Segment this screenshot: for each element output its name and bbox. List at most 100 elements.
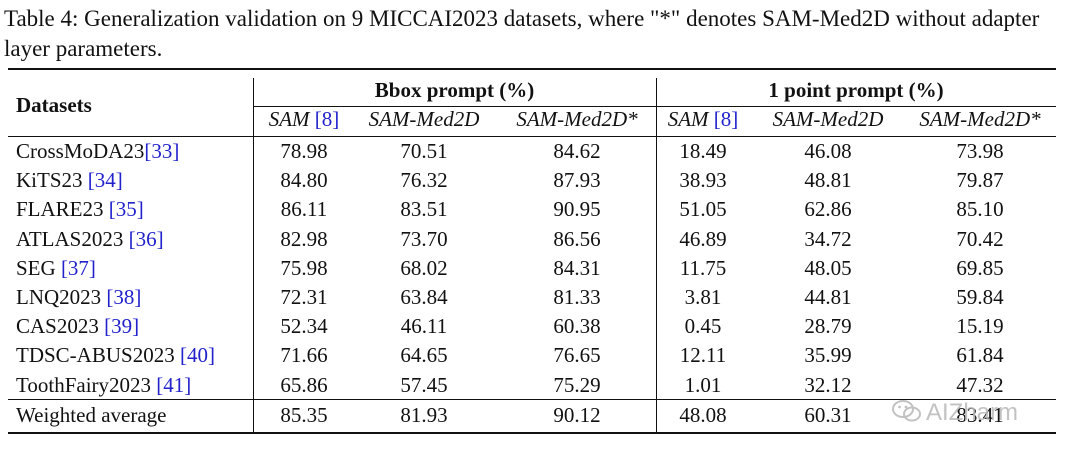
citation-link[interactable]: [33] — [144, 139, 180, 163]
average-cell: 81.93 — [400, 403, 448, 427]
dataset-label: CAS2023 — [16, 314, 105, 339]
table-cell: 90.95 — [553, 197, 601, 222]
dataset-label: LNQ2023 — [16, 285, 107, 309]
table-cell: 28.79 — [804, 314, 852, 339]
citation-link[interactable]: [8] — [314, 107, 340, 131]
table-cell: 63.84 — [400, 285, 448, 309]
table-cell: 85.10 — [956, 197, 1004, 222]
dataset-name: FLARE23 [35] — [16, 195, 144, 223]
bbox-prompt-header: Bbox prompt (%) — [374, 78, 535, 102]
table-cell: 60.38 — [553, 314, 601, 339]
table-cell: 38.93 — [679, 168, 727, 193]
table-cell: 32.12 — [804, 372, 852, 397]
table-cell: 52.34 — [280, 314, 328, 339]
dataset-name: ATLAS2023 [36] — [16, 225, 164, 253]
dataset-label: ToothFairy2023 — [16, 372, 157, 397]
table-cell: 18.49 — [679, 139, 727, 163]
average-cell: 85.35 — [280, 403, 328, 427]
dataset-name: TDSC-ABUS2023 [40] — [16, 341, 215, 369]
table-cell: 72.31 — [280, 285, 328, 309]
table-cell: 44.81 — [804, 285, 852, 309]
table-cell: 86.11 — [280, 197, 328, 222]
table-cell: 70.51 — [400, 139, 448, 163]
dataset-name: CrossMoDA23[33] — [16, 137, 179, 165]
table-cell: 65.86 — [280, 372, 328, 397]
dataset-label: CrossMoDA23 — [16, 139, 145, 163]
bottom-rule — [8, 432, 1056, 434]
table-cell: 51.05 — [679, 197, 727, 222]
table-cell: 84.80 — [280, 168, 328, 193]
table-cell: 69.85 — [956, 255, 1004, 280]
dataset-name: LNQ2023 [38] — [16, 283, 141, 311]
table-cell: 79.87 — [956, 168, 1004, 193]
column-separator-groups — [656, 78, 657, 432]
point-prompt-header: 1 point prompt (%) — [768, 78, 944, 102]
citation-link[interactable]: [39] — [104, 314, 140, 339]
table-cell: 86.56 — [553, 226, 601, 251]
citation-link[interactable]: [38] — [106, 285, 142, 309]
table-cell: 59.84 — [956, 285, 1004, 309]
wechat-icon — [892, 399, 922, 423]
dataset-label: KiTS23 — [16, 168, 88, 193]
table-cell: 46.89 — [679, 226, 727, 251]
table-cell: 61.84 — [956, 343, 1004, 368]
citation-link[interactable]: [8] — [713, 107, 739, 131]
table-cell: 15.19 — [956, 314, 1004, 339]
table-cell: 81.33 — [553, 285, 601, 309]
table-cell: 83.51 — [400, 197, 448, 222]
table-caption: Table 4: Generalization validation on 9 … — [4, 6, 1040, 61]
column-header-5: SAM-Med2D — [758, 105, 898, 133]
column-header-name: SAM-Med2D — [368, 107, 480, 131]
table-cell: 87.93 — [553, 168, 601, 193]
weighted-average-label: Weighted average — [16, 403, 167, 427]
table-cell: 76.32 — [400, 168, 448, 193]
citation-link[interactable]: [36] — [128, 226, 164, 251]
column-header-2: SAM-Med2D — [354, 105, 494, 133]
dataset-label: SEG — [16, 255, 61, 280]
dataset-name: SEG [37] — [16, 254, 96, 282]
dataset-label: ATLAS2023 — [16, 226, 129, 251]
table-cell: 3.81 — [684, 285, 722, 309]
table-cell: 46.08 — [804, 139, 852, 163]
table-cell: 70.42 — [956, 226, 1004, 251]
average-cell: 48.08 — [679, 403, 727, 427]
table-cell: 84.62 — [553, 139, 601, 163]
column-header-name: SAM — [268, 107, 315, 131]
group-header-rule — [253, 106, 1056, 107]
dataset-name: KiTS23 [34] — [16, 166, 123, 194]
table-cell: 34.72 — [804, 226, 852, 251]
column-header-name: SAM-Med2D* — [516, 107, 638, 131]
watermark: AIZharm — [892, 396, 1052, 430]
average-cell: 60.31 — [804, 403, 852, 427]
citation-link[interactable]: [37] — [60, 255, 96, 280]
column-header-1: SAM [8] — [234, 105, 374, 133]
citation-link[interactable]: [35] — [108, 197, 144, 222]
column-header-6: SAM-Med2D* — [910, 105, 1050, 133]
average-cell: 90.12 — [553, 403, 601, 427]
column-header-name: SAM — [667, 107, 714, 131]
table-cell: 57.45 — [400, 372, 448, 397]
column-header-name: SAM-Med2D — [772, 107, 884, 131]
column-header-3: SAM-Med2D* — [507, 105, 647, 133]
citation-link[interactable]: [34] — [87, 168, 123, 193]
table-cell: 46.11 — [400, 314, 448, 339]
citation-link[interactable]: [41] — [156, 372, 192, 397]
table-cell: 47.32 — [956, 372, 1004, 397]
table-cell: 84.31 — [553, 255, 601, 280]
citation-link[interactable]: [40] — [179, 343, 215, 368]
table-cell: 48.81 — [804, 168, 852, 193]
column-header-name: SAM-Med2D* — [919, 107, 1041, 131]
dataset-name: ToothFairy2023 [41] — [16, 371, 191, 399]
table-cell: 0.45 — [684, 314, 722, 339]
table-cell: 68.02 — [400, 255, 448, 280]
dataset-label: TDSC-ABUS2023 — [16, 343, 180, 368]
watermark-text: AIZharm — [926, 399, 1019, 426]
table-cell: 64.65 — [400, 343, 448, 368]
table-cell: 71.66 — [280, 343, 328, 368]
average-cell: 83.41 — [956, 403, 1004, 427]
table-cell: 73.98 — [956, 139, 1004, 163]
table-cell: 82.98 — [280, 226, 328, 251]
datasets-header: Datasets — [16, 93, 92, 117]
header-rule — [8, 136, 1056, 137]
table-cell: 75.29 — [553, 372, 601, 397]
